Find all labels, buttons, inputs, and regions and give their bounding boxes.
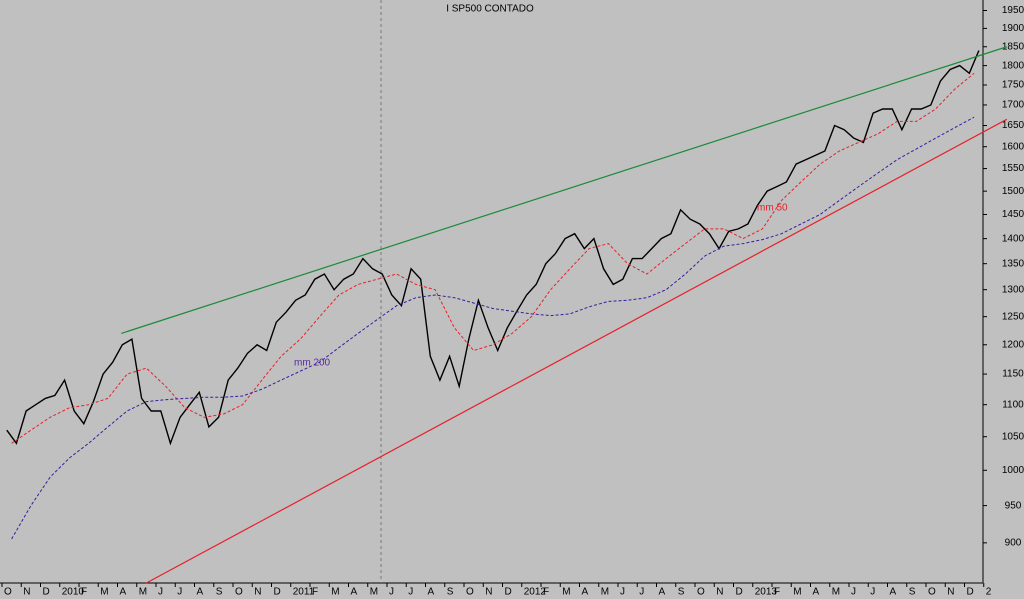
x-tick-label: S bbox=[216, 587, 223, 598]
x-tick-label: M bbox=[832, 587, 840, 598]
x-tick-label: A bbox=[582, 587, 589, 598]
x-tick-label: F bbox=[774, 587, 780, 598]
y-tick-label: 1450 bbox=[1002, 209, 1024, 220]
x-tick-label: N bbox=[947, 587, 954, 598]
x-tick-label: J bbox=[851, 587, 856, 598]
y-tick-label: 1050 bbox=[1002, 431, 1024, 442]
annotation: mm 50 bbox=[757, 203, 788, 214]
x-tick-label: D bbox=[505, 587, 512, 598]
x-tick-label: J bbox=[177, 587, 182, 598]
x-tick-label: A bbox=[428, 587, 435, 598]
y-tick-label: 1300 bbox=[1002, 284, 1024, 295]
x-tick-label: J bbox=[408, 587, 413, 598]
x-tick-label: A bbox=[890, 587, 897, 598]
y-tick-label: 1700 bbox=[1002, 100, 1024, 111]
y-tick-label: 1550 bbox=[1002, 163, 1024, 174]
y-tick-label: 1200 bbox=[1002, 339, 1024, 350]
x-tick-label: 2012 bbox=[524, 587, 547, 598]
x-tick-label: M bbox=[370, 587, 378, 598]
y-tick-label: 950 bbox=[1005, 500, 1022, 511]
x-tick-label: N bbox=[23, 587, 30, 598]
x-tick-label: O bbox=[697, 587, 705, 598]
x-tick-label: 2 bbox=[986, 587, 992, 598]
trendline bbox=[146, 118, 1008, 584]
y-tick-label: 1600 bbox=[1002, 141, 1024, 152]
x-tick-label: O bbox=[928, 587, 936, 598]
y-tick-label: 1250 bbox=[1002, 311, 1024, 322]
x-tick-label: A bbox=[659, 587, 666, 598]
x-tick-label: S bbox=[909, 587, 916, 598]
series-line bbox=[11, 72, 975, 444]
x-tick-label: M bbox=[793, 587, 801, 598]
y-tick-label: 1150 bbox=[1002, 369, 1024, 380]
x-tick-label: J bbox=[620, 587, 625, 598]
x-tick-label: M bbox=[100, 587, 108, 598]
chart-title: I SP500 CONTADO bbox=[446, 4, 534, 15]
x-tick-label: F bbox=[543, 587, 549, 598]
x-tick-label: M bbox=[331, 587, 339, 598]
trendline bbox=[121, 46, 1008, 334]
x-tick-label: A bbox=[351, 587, 358, 598]
series-line bbox=[6, 50, 980, 446]
x-tick-label: D bbox=[967, 587, 974, 598]
y-tick-label: 1000 bbox=[1002, 465, 1024, 476]
x-tick-label: D bbox=[274, 587, 281, 598]
x-tick-label: A bbox=[813, 587, 820, 598]
x-tick-label: O bbox=[466, 587, 474, 598]
x-tick-label: N bbox=[716, 587, 723, 598]
y-tick-label: 1750 bbox=[1002, 80, 1024, 91]
y-tick-label: 900 bbox=[1005, 537, 1022, 548]
x-tick-label: M bbox=[139, 587, 147, 598]
x-tick-label: N bbox=[485, 587, 492, 598]
x-tick-label: M bbox=[562, 587, 570, 598]
y-tick-label: 1650 bbox=[1002, 120, 1024, 131]
x-tick-label: D bbox=[736, 587, 743, 598]
x-tick-label: D bbox=[43, 587, 50, 598]
x-tick-label: F bbox=[312, 587, 318, 598]
x-tick-label: J bbox=[639, 587, 644, 598]
x-tick-label: M bbox=[601, 587, 609, 598]
x-tick-label: A bbox=[120, 587, 127, 598]
x-tick-label: S bbox=[447, 587, 454, 598]
series-line bbox=[11, 116, 975, 540]
x-tick-label: J bbox=[870, 587, 875, 598]
annotation: mm 200 bbox=[294, 358, 331, 369]
x-tick-label: 2013 bbox=[755, 587, 778, 598]
y-tick-label: 1900 bbox=[1002, 23, 1024, 34]
x-tick-label: J bbox=[389, 587, 394, 598]
x-tick-label: S bbox=[678, 587, 685, 598]
x-tick-label: F bbox=[81, 587, 87, 598]
x-tick-label: 2010 bbox=[62, 587, 85, 598]
y-tick-label: 1850 bbox=[1002, 41, 1024, 52]
y-tick-label: 1350 bbox=[1002, 258, 1024, 269]
y-tick-label: 1500 bbox=[1002, 186, 1024, 197]
x-tick-label: O bbox=[4, 587, 12, 598]
y-tick-label: 1400 bbox=[1002, 233, 1024, 244]
x-tick-label: N bbox=[254, 587, 261, 598]
y-tick-label: 1800 bbox=[1002, 60, 1024, 71]
x-tick-label: 2011 bbox=[293, 587, 315, 598]
y-tick-label: 1100 bbox=[1002, 399, 1024, 410]
x-tick-label: O bbox=[235, 587, 243, 598]
y-tick-label: 1950 bbox=[1002, 5, 1024, 16]
x-tick-label: J bbox=[158, 587, 163, 598]
x-tick-label: A bbox=[197, 587, 204, 598]
